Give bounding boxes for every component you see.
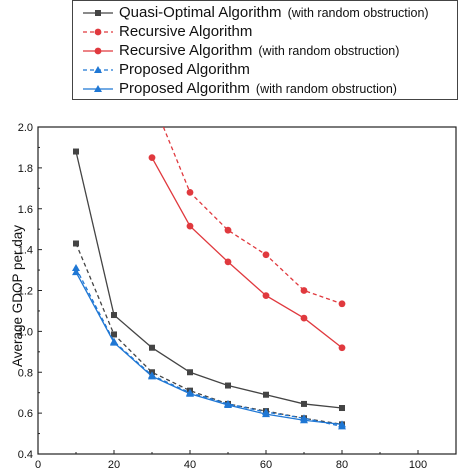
legend-marker [94,47,102,55]
y-tick-label: 0.4 [18,449,33,461]
data-point [339,405,345,412]
data-point [111,331,117,338]
legend-label: Recursive Algorithm (with random obstruct… [119,42,400,59]
data-point [338,300,346,308]
x-tick-label: 100 [409,459,427,471]
plot-area [72,127,346,430]
data-point [224,400,232,408]
data-point [338,344,346,352]
series-line-1 [75,243,343,426]
data-point [148,154,156,162]
legend-marker [95,10,101,16]
data-point [338,420,346,428]
data-point [72,268,80,276]
data-point [186,222,194,230]
series-line-2 [162,127,343,305]
legend-item: Proposed Algorithm [73,61,457,79]
data-point [111,312,117,319]
legend-label-note: (with random obstruction) [255,82,397,96]
data-point [301,400,307,407]
data-point [262,251,270,259]
data-point [149,344,155,351]
y-tick-label: 1.2 [18,286,33,298]
x-tick-label: 20 [108,459,120,471]
legend-label: Proposed Algorithm [119,61,250,78]
legend-swatch [83,28,113,36]
legend-label-note: (with random obstruction) [287,6,429,20]
legend-marker [94,66,102,73]
y-tick-label: 2.0 [18,122,33,134]
series-line-3 [151,157,343,349]
y-tick-label: 1.8 [18,163,33,175]
data-point [186,389,194,397]
legend-item: Recursive Algorithm [73,23,457,41]
plot-frame [37,126,457,455]
data-point [263,391,269,398]
legend-item: Proposed Algorithm (with random obstructi… [73,80,457,98]
x-tick-label: 80 [336,459,348,471]
data-point [300,416,308,424]
y-tick-label: 0.6 [18,408,33,420]
legend-marker [94,28,102,36]
x-tick-label: 0 [35,459,41,471]
legend-label-note: (with random obstruction) [258,44,400,58]
data-point [73,148,79,155]
data-point [110,338,118,346]
legend-swatch [83,85,113,92]
legend: Quasi-Optimal Algorithm (with random obst… [72,0,458,100]
data-point [262,410,270,418]
y-tick-label: 1.0 [18,326,33,338]
legend-label: Recursive Algorithm [119,23,253,40]
y-axis-label: Average GDOP per day [10,225,25,367]
data-point [148,372,156,380]
data-point [300,314,308,322]
y-tick-label: 0.8 [18,367,33,379]
legend-label: Proposed Algorithm (with random obstructi… [119,80,397,97]
data-point [187,369,193,376]
data-point [300,287,308,294]
y-tick-label: 1.6 [18,204,33,216]
legend-swatch [83,10,113,16]
x-tick-label: 60 [260,459,272,471]
legend-marker [94,85,102,92]
data-point [225,382,231,389]
legend-item: Recursive Algorithm (with random obstruct… [73,42,457,60]
legend-swatch [83,47,113,55]
axes: 0.4 0.6 0.8 1.0 1.2 1.4 1.6 1.8 2.0 0 20 40 60 80 100 [18,122,457,471]
legend-label: Quasi-Optimal Algorithm (with random obst… [119,4,429,21]
series-line-4 [75,267,343,428]
series-line-5 [75,271,343,426]
data-point [262,292,270,300]
legend-item: Quasi-Optimal Algorithm (with random obst… [73,4,457,22]
data-point [186,189,194,196]
y-tick-label: 1.4 [18,245,33,257]
x-tick-label: 40 [184,459,196,471]
legend-swatch [83,66,113,73]
data-point [224,226,232,234]
data-point [73,240,79,247]
series-line-0 [75,151,343,409]
data-point [224,258,232,266]
data-point [72,264,80,272]
